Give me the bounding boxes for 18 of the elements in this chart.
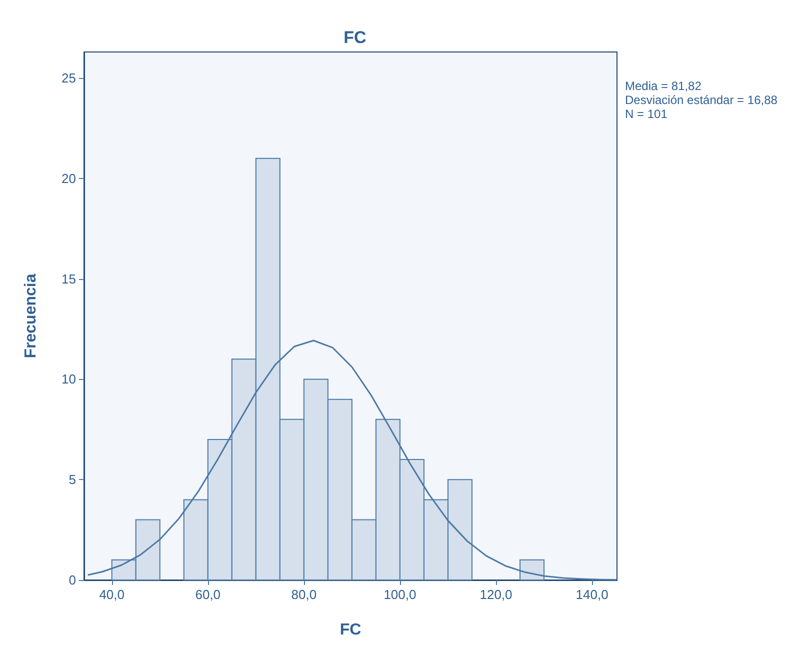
y-tick-label: 15 (62, 271, 76, 286)
x-tick-label: 140,0 (576, 587, 608, 602)
x-tick-label: 80,0 (291, 587, 317, 602)
y-axis-title: Frecuencia (22, 274, 40, 358)
text: Media = 81,82 (625, 79, 702, 93)
y-tick-label: 20 (62, 170, 76, 186)
text: Desviación estándar = 16,88 (625, 93, 778, 107)
y-tick-label: 5 (68, 472, 76, 488)
chart-title: FC (344, 28, 366, 47)
x-tick-label: 100,0 (384, 587, 416, 602)
x-tick-label: 120,0 (480, 587, 512, 602)
y-tick-label: 0 (68, 572, 76, 588)
x-axis-title: FC (340, 622, 362, 638)
y-tick-label: 25 (62, 70, 76, 86)
y-tick-label: 10 (62, 372, 76, 387)
x-tick-label: 40,0 (99, 587, 125, 602)
x-tick-label: 60,0 (195, 587, 221, 602)
text: N = 101 (625, 107, 668, 121)
